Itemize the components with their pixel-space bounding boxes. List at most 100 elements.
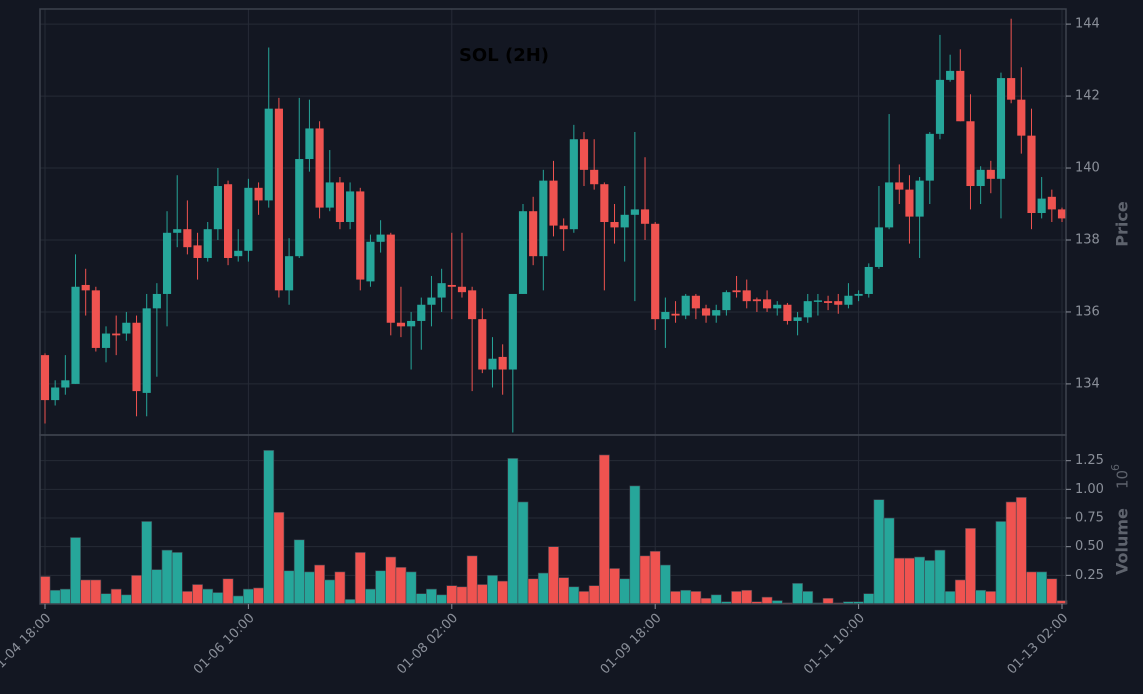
y2-tick-label: 1.00 <box>1075 482 1104 497</box>
y-tick-label: 144 <box>1075 17 1100 32</box>
marks-layer <box>39 18 1068 605</box>
volume-bar <box>80 579 92 605</box>
volume-bar <box>873 499 885 605</box>
volume-bar <box>680 589 692 605</box>
volume-bar <box>578 591 590 605</box>
volume-bar <box>232 595 244 605</box>
candle-body <box>773 304 782 309</box>
candle-body <box>701 308 711 316</box>
candle-body <box>91 290 100 348</box>
volume-axis-label: Volume 10 6 <box>1109 464 1132 575</box>
volume-bar <box>802 591 814 605</box>
candle-body <box>264 108 273 201</box>
candle-body <box>508 293 517 370</box>
volume-bar <box>904 557 915 605</box>
volume-bar <box>283 570 295 605</box>
candle-body <box>346 191 355 222</box>
candle-body <box>854 293 863 296</box>
volume-bar <box>253 587 264 605</box>
volume-bar <box>263 450 275 605</box>
candle-body <box>885 182 894 228</box>
volume-bar <box>690 591 702 605</box>
volume-bar <box>1005 501 1017 605</box>
volume-bar <box>314 564 325 605</box>
candle-body <box>101 333 111 348</box>
candle-body <box>295 159 304 257</box>
y2-tick-label: 1.25 <box>1075 453 1104 468</box>
candle-body <box>915 180 924 217</box>
candle-body <box>478 319 487 370</box>
volume-bar <box>334 571 346 605</box>
volume-bar <box>70 537 81 605</box>
volume-bar <box>110 588 122 605</box>
volume-bar <box>161 549 173 605</box>
y-tick-label: 136 <box>1075 304 1100 319</box>
candle-body <box>925 133 934 181</box>
volume-bar <box>639 555 651 605</box>
candle-body <box>81 284 90 291</box>
y2-tick-label: 0.25 <box>1075 568 1104 583</box>
candle-body <box>874 227 884 267</box>
volume-bar <box>171 552 183 605</box>
y2-tick-label: 0.75 <box>1075 511 1104 526</box>
candle-body <box>223 184 233 258</box>
candle-body <box>203 229 212 258</box>
volume-bar <box>212 592 224 605</box>
candle-body <box>132 322 141 392</box>
offset-exponent: 6 <box>1109 464 1122 471</box>
volume-bar <box>446 585 458 605</box>
volume-bar <box>944 591 956 605</box>
volume-bar <box>1015 497 1027 605</box>
candle-body <box>549 180 558 226</box>
candle-body <box>661 311 670 320</box>
volume-bar <box>415 593 427 605</box>
candle-body <box>173 229 182 233</box>
candle-body <box>834 301 843 305</box>
candle-body <box>966 121 975 187</box>
volume-bar <box>710 594 722 605</box>
volume-bar <box>151 569 163 605</box>
volume-bar <box>619 578 631 605</box>
volume-bar <box>395 567 407 605</box>
volume-bar <box>59 588 71 605</box>
volume-bar <box>405 571 417 605</box>
candle-body <box>183 229 192 248</box>
candle-body <box>518 211 528 294</box>
candle-body <box>742 290 751 302</box>
volume-bar <box>304 571 315 605</box>
volume-bar <box>568 586 580 605</box>
candle-body <box>1047 196 1056 210</box>
volume-bar <box>39 576 51 605</box>
candle-body <box>1007 78 1016 100</box>
candle-body <box>935 79 945 134</box>
candle-body <box>590 169 599 185</box>
candle-body <box>946 70 955 80</box>
volume-bar <box>487 575 498 605</box>
volume-bar <box>90 579 102 605</box>
candle-body <box>1057 209 1067 219</box>
candle-body <box>396 322 406 327</box>
candle-body <box>457 286 467 293</box>
volume-bar <box>588 585 600 605</box>
volume-bar <box>863 593 875 605</box>
candle-body <box>559 225 568 230</box>
volume-bar <box>426 588 437 605</box>
volume-bar <box>609 568 620 605</box>
volume-bar <box>1026 571 1037 605</box>
candle-body <box>488 358 497 370</box>
candle-body <box>1037 198 1046 214</box>
volume-bar <box>731 591 742 605</box>
volume-bar <box>385 556 397 605</box>
volume-bar <box>537 572 549 605</box>
candle-body <box>61 380 70 388</box>
candle-body <box>40 355 50 401</box>
volume-bar <box>598 454 610 605</box>
candle-body <box>254 187 263 201</box>
volume-bar <box>456 586 468 605</box>
volume-bar <box>741 589 753 605</box>
candle-body <box>193 245 202 258</box>
volume-bar <box>883 517 895 605</box>
candle-body <box>213 186 222 230</box>
y-axis-label: Price <box>1113 201 1132 247</box>
